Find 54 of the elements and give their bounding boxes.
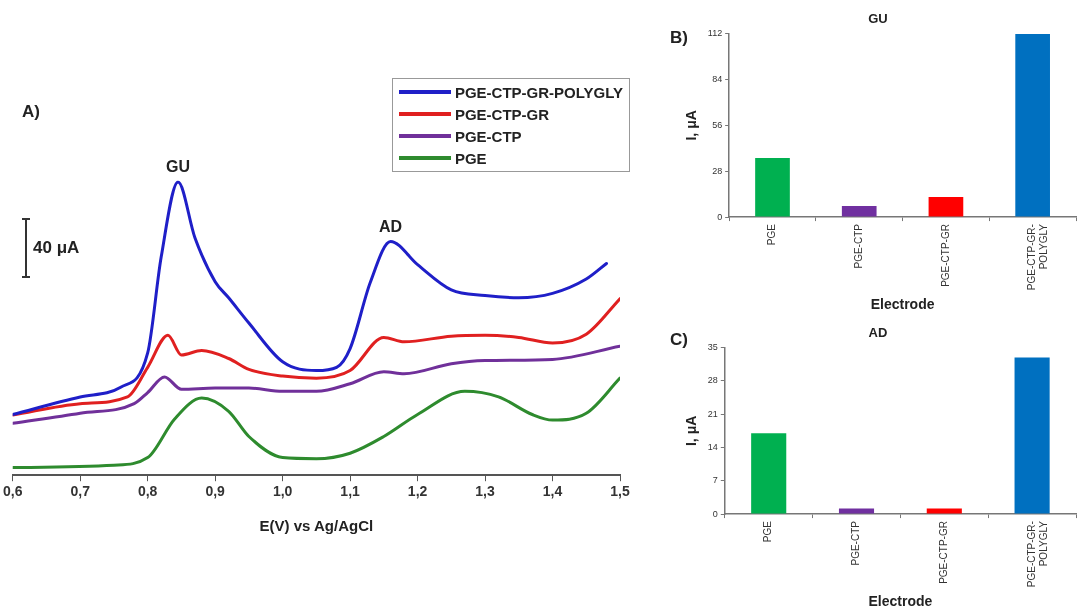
legend-label: PGE-CTP-GR-POLYGLY [454,83,623,101]
text: B) [670,27,688,47]
y-tick-label: 112 [707,28,723,39]
bar [751,433,787,514]
y-tick-label: 0 [712,508,718,519]
y-tick-label: 35 [707,342,718,353]
x-tick-label: 1,2 [407,483,428,500]
x-tick-label: PGE-CTP [852,223,864,269]
text: A) [22,101,40,121]
x-axis-title: Electrode [870,296,935,313]
x-tick-label: PGE-CTP-GR-POLYGLY [1026,223,1050,291]
bar [1014,357,1050,514]
y-tick-label: 84 [712,73,723,84]
x-axis-title: Electrode [868,593,933,610]
y-tick-label: 14 [707,441,718,452]
x-tick-label: 0,6 [3,483,23,500]
x-tick-label: 0,7 [70,483,91,500]
x-tick-label: 0,9 [205,483,226,500]
x-tick-label: PGE [762,520,774,543]
x-tick-label: PGE-CTP-GR [939,224,951,287]
x-tick-label: 1,4 [542,483,563,500]
y-tick-label: 28 [712,165,723,176]
y-tick-label: 0 [717,211,723,222]
bar [1015,33,1050,217]
bar [755,157,790,217]
x-tick-label: 1,0 [272,483,293,500]
bar [841,206,877,217]
y-axis-title: I, μA [683,110,700,141]
chart-title: GU [868,11,888,27]
x-tick-label: PGE-CTP [850,520,862,566]
bar [926,508,962,514]
y-axis-title: I, μA [683,415,700,447]
chart-title: AD [868,325,888,341]
y-tick-label: 21 [707,408,718,419]
text: C) [670,329,688,349]
x-axis-title: E(V) vs Ag/AgCl [259,517,374,535]
annotation: 40 μA [33,237,80,257]
y-tick-label: 56 [712,119,723,130]
bar [838,508,875,514]
legend-label: PGE-CTP-GR [454,105,550,123]
annotation: GU [166,158,191,176]
x-tick-label: 1,3 [475,483,495,500]
x-tick-label: 1,1 [340,483,361,500]
x-tick-label: PGE-CTP-GR [938,521,950,584]
x-tick-label: 0,8 [137,483,158,500]
annotation: AD [379,217,403,235]
y-tick-label: 7 [712,475,718,486]
legend-label: PGE [454,149,487,167]
x-tick-label: PGE-CTP-GR-POLYGLY [1025,520,1049,588]
legend-label: PGE-CTP [454,127,522,145]
y-tick-label: 28 [707,375,718,386]
x-tick-label: 1,5 [610,483,630,500]
x-tick-label: PGE [766,223,778,246]
bar [928,197,964,217]
